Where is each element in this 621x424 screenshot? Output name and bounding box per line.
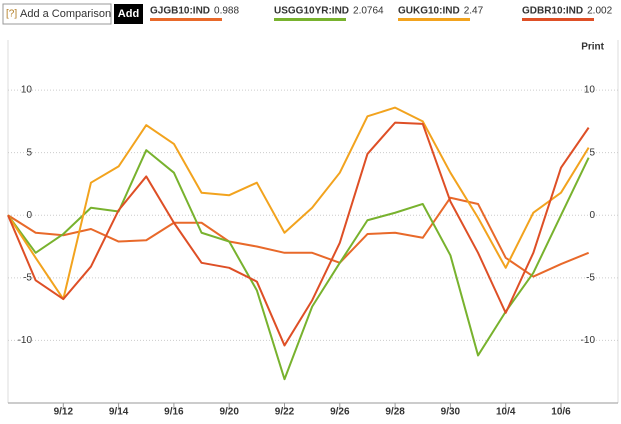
x-tick-label: 9/20 [219,407,239,418]
legend-name: GDBR10:IND [522,6,583,17]
y-tick-label-right: 0 [589,210,595,221]
legend-value: 0.988 [214,6,239,17]
legend-swatch [522,18,594,21]
add-button[interactable] [114,4,143,24]
x-tick-label: 9/22 [275,407,295,418]
comparison-placeholder: Add a Comparison [20,8,111,20]
print-link[interactable]: Print [581,42,604,53]
y-tick-label-right: -5 [586,272,595,283]
x-tick-label: 10/6 [551,407,571,418]
y-tick-label-right: 5 [589,147,595,158]
legend-value: 2.0764 [353,6,384,17]
x-tick-label: 9/28 [385,407,405,418]
x-tick-label: 9/12 [54,407,74,418]
legend-name: USGG10YR:IND [274,6,349,17]
x-tick-label: 10/4 [496,407,516,418]
x-tick-label: 9/30 [441,407,461,418]
y-tick-label: 10 [21,85,33,96]
legend-value: 2.47 [464,6,484,17]
y-tick-label: -10 [18,335,33,346]
series-line [7,149,590,381]
series-line [7,106,590,301]
y-tick-label: 5 [26,147,32,158]
y-tick-label: -5 [23,272,32,283]
comparison-input[interactable] [2,3,112,25]
legend-swatch [274,18,346,21]
x-tick-label: 9/14 [109,407,129,418]
legend-swatch [150,18,222,21]
x-tick-label: 9/26 [330,407,350,418]
legend-name: GUKG10:IND [398,6,460,17]
add-button-label: Add [118,8,139,20]
legend-value: 2.002 [587,6,612,17]
series-line [7,196,590,278]
y-tick-label-right: -10 [581,335,596,346]
legend-swatch [398,18,470,21]
help-icon[interactable]: [?] [6,9,17,20]
legend-name: GJGB10:IND [150,6,210,17]
y-tick-label: 0 [26,210,32,221]
series-line [7,121,590,347]
x-tick-label: 9/16 [164,407,184,418]
y-tick-label-right: 10 [584,85,596,96]
